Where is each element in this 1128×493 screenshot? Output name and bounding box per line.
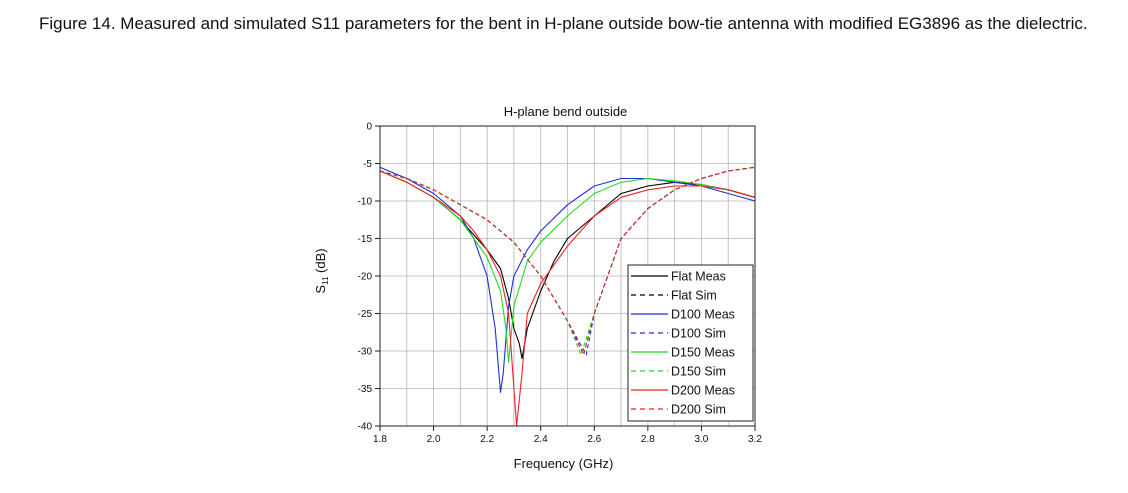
y-tick-label: -30 xyxy=(358,347,373,358)
y-axis-title-s: S xyxy=(313,285,328,294)
legend-entry-label: Flat Sim xyxy=(671,289,717,303)
legend-entry-label: D150 Meas xyxy=(671,346,735,360)
series-line-d150-meas xyxy=(379,170,756,363)
y-axis-title-unit: (dB) xyxy=(313,248,328,276)
y-tick-label: -35 xyxy=(358,384,373,395)
series-line-d200-meas xyxy=(379,170,756,427)
legend-entry-label: Flat Meas xyxy=(671,270,726,284)
x-tick-label: 3.2 xyxy=(748,434,762,445)
y-tick-label: -20 xyxy=(358,272,373,283)
figure-caption: Figure 14. Measured and simulated S11 pa… xyxy=(39,8,1109,39)
x-tick-label: 2.0 xyxy=(427,434,441,445)
x-tick-label: 3.0 xyxy=(694,434,708,445)
legend-entry-label: D100 Meas xyxy=(671,308,735,322)
y-tick-label: -10 xyxy=(358,197,373,208)
x-tick-label: 2.6 xyxy=(587,434,601,445)
x-tick-label: 2.2 xyxy=(480,434,494,445)
legend-entry-label: D200 Meas xyxy=(671,384,735,398)
legend-box xyxy=(627,264,754,422)
figure-caption-text: Measured and simulated S11 parameters fo… xyxy=(120,14,1088,33)
y-tick-label: -5 xyxy=(363,159,372,170)
series-lines xyxy=(379,166,756,427)
x-tick-label: 2.8 xyxy=(641,434,655,445)
x-axis-title: Frequency (GHz) xyxy=(514,456,614,471)
y-tick-label: -25 xyxy=(358,309,373,320)
y-tick-label: -40 xyxy=(358,422,373,433)
y-axis-title: S11 (dB) xyxy=(313,248,330,293)
y-axis-title-sub: 11 xyxy=(321,276,330,285)
figure-label: Figure 14. xyxy=(39,14,116,33)
legend-entry-label: D200 Sim xyxy=(671,403,726,417)
legend-entry-label: D100 Sim xyxy=(671,327,726,341)
legend-entry-label: D150 Sim xyxy=(671,365,726,379)
y-tick-label: 0 xyxy=(366,122,372,133)
chart-title: H-plane bend outside xyxy=(504,104,628,119)
series-line-d100-meas xyxy=(379,166,756,393)
series-line-d200-sim xyxy=(379,166,756,356)
axis-ticks: 1.8 2.0 2.2 2.4 2.6 2.8 3.0 3.2 0 -5 -10 -15 -20 -25 -… xyxy=(358,122,763,446)
x-tick-label: 2.4 xyxy=(534,434,548,445)
y-tick-label: -15 xyxy=(358,234,373,245)
legend: Flat Meas Flat Sim D100 Meas D100 Sim D150 M… xyxy=(627,264,754,422)
x-tick-label: 1.8 xyxy=(373,434,387,445)
